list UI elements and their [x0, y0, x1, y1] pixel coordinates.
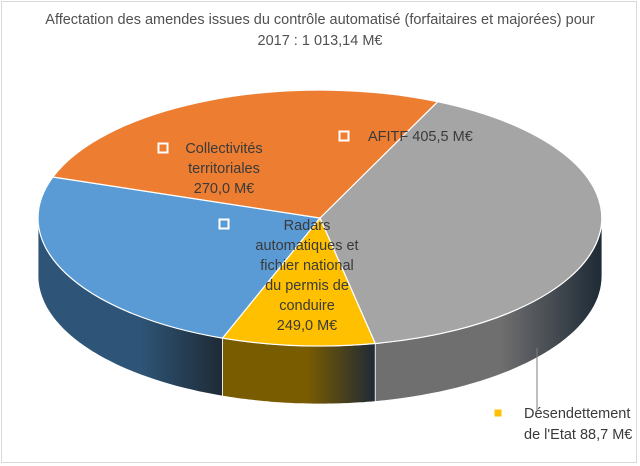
data-label-collectivites: Collectivités territoriales 270,0 M€	[157, 141, 263, 197]
data-label-collectivites-line: 270,0 M€	[194, 181, 254, 197]
pie-top	[37, 89, 603, 347]
pie-slice-desendettement	[221, 216, 377, 347]
data-label-radars-line: automatiques et	[255, 238, 358, 254]
data-label-desendettement-line: Désendettement	[524, 406, 630, 422]
pie-side-desendettement	[222, 337, 376, 405]
pie-slice-radars	[37, 176, 322, 339]
data-label-radars: Radars automatiques et fichier national du …	[218, 218, 359, 334]
data-label-radars-line: fichier national	[260, 258, 354, 274]
pie-side-walls	[37, 217, 603, 405]
data-label-radars-line: conduire	[279, 298, 335, 314]
data-label-radars-line: du permis de	[265, 278, 349, 294]
data-label-afitf: AFITF 405,5 M€	[338, 129, 473, 145]
label-marker-collectivites	[157, 142, 169, 154]
data-label-radars-line: 249,0 M€	[277, 318, 337, 334]
label-marker-desendettement	[494, 409, 502, 417]
data-label-desendettement: Désendettement de l'Etat 88,7 M€	[494, 406, 632, 443]
label-marker-afitf	[338, 130, 350, 142]
pie-slice-collectivites	[51, 89, 439, 219]
data-label-afitf-line: AFITF 405,5 M€	[368, 129, 473, 145]
chart-title: Affectation des amendes issues du contrô…	[45, 12, 595, 49]
data-label-collectivites-line: territoriales	[188, 161, 260, 177]
data-label-radars-line: Radars	[284, 218, 331, 234]
data-label-collectivites-line: Collectivités	[185, 141, 262, 157]
label-marker-radars	[218, 218, 230, 230]
pie-slice-afitf	[319, 101, 603, 345]
data-label-desendettement-line: de l'Etat 88,7 M€	[524, 427, 632, 443]
